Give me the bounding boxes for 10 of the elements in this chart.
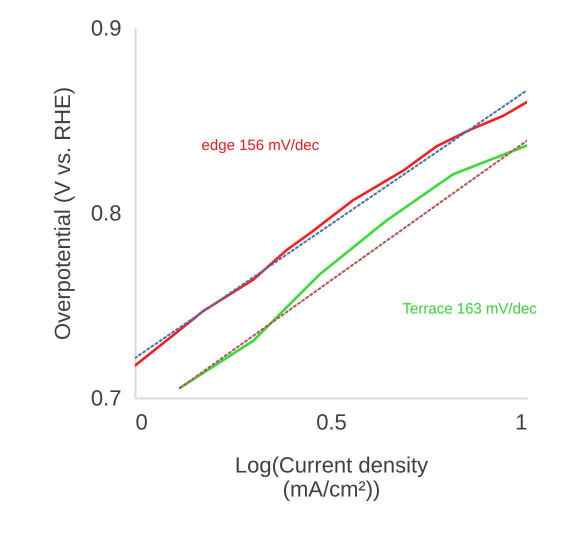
- y-tick-label: 0.9: [90, 16, 122, 40]
- y-tick-label: 0.7: [90, 386, 122, 410]
- y-tick-label: 0.8: [90, 200, 122, 226]
- x-tick-label: 0.5: [316, 410, 347, 434]
- y-axis-title: Overpotential (V vs. RHE): [50, 86, 75, 340]
- text: edge 156 mV/dec: [202, 137, 320, 154]
- x-tick-label: 1: [515, 410, 528, 434]
- text: Terrace 163 mV/dec: [402, 300, 538, 318]
- x-axis-title: Log(Current density (mA/cm²)): [234, 452, 428, 502]
- x-tick-label: 0: [136, 410, 148, 434]
